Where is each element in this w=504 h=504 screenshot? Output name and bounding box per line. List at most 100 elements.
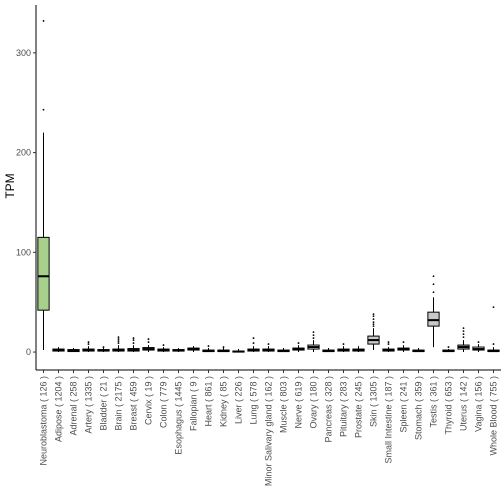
y-tick-label: 200 bbox=[16, 148, 31, 158]
box-7 bbox=[142, 338, 155, 353]
box-6 bbox=[127, 337, 140, 353]
box-16 bbox=[277, 348, 290, 353]
x-tick-label: Lung ( 578 ) bbox=[249, 376, 259, 425]
outlier-point bbox=[387, 343, 390, 345]
box-15 bbox=[262, 343, 275, 353]
box-20 bbox=[337, 343, 350, 353]
x-tick-label: Ovary ( 180 ) bbox=[309, 376, 319, 429]
box-29 bbox=[472, 341, 485, 353]
y-axis-ticks: 0 100 200 300 bbox=[16, 48, 36, 357]
x-tick-label: Adipose ( 1204 ) bbox=[54, 376, 64, 442]
outlier-point bbox=[372, 323, 375, 326]
outlier-point bbox=[447, 346, 450, 348]
outlier-point bbox=[462, 333, 465, 335]
x-tick-label: Testis ( 361 ) bbox=[429, 376, 439, 428]
x-tick-label: Whole Blood ( 755 ) bbox=[489, 376, 499, 456]
outlier-point bbox=[252, 342, 255, 344]
x-tick-label: Cervix ( 19 ) bbox=[144, 376, 154, 425]
x-tick-label: Thyroid ( 653 ) bbox=[444, 376, 454, 435]
x-tick-label: Vagina ( 156 ) bbox=[474, 376, 484, 432]
box-3 bbox=[82, 341, 95, 353]
outlier-point bbox=[372, 315, 375, 318]
outlier-point bbox=[342, 343, 345, 345]
outlier-point bbox=[147, 341, 150, 343]
box-17 bbox=[292, 342, 305, 353]
outlier-point bbox=[87, 341, 90, 343]
x-tick-label: Pancreas ( 328 ) bbox=[324, 376, 334, 443]
x-tick-label: Kidney ( 85 ) bbox=[219, 376, 229, 427]
outlier-point bbox=[372, 318, 375, 321]
box-2 bbox=[67, 348, 80, 353]
outlier-point bbox=[117, 336, 120, 338]
y-tick-label: 0 bbox=[26, 347, 31, 357]
box-23 bbox=[382, 341, 395, 353]
plot-area bbox=[37, 20, 500, 353]
outlier-point bbox=[132, 339, 135, 341]
box-19 bbox=[322, 348, 335, 353]
box-1 bbox=[52, 347, 65, 353]
x-tick-label: Spleen ( 241 ) bbox=[399, 376, 409, 433]
x-tick-label: Small Intestine ( 187 ) bbox=[384, 376, 394, 464]
outlier-point bbox=[402, 341, 405, 343]
box-9 bbox=[172, 348, 185, 353]
outlier-point bbox=[492, 343, 495, 345]
x-tick-label: Brain ( 2175 ) bbox=[114, 376, 124, 431]
box-22 bbox=[367, 313, 380, 351]
outlier-point bbox=[432, 275, 435, 278]
box-5 bbox=[112, 336, 125, 353]
x-tick-label: Prostate ( 245 ) bbox=[354, 376, 364, 438]
x-axis-ticks: Neuroblastoma ( 126 ) Adipose ( 1204 ) Adr… bbox=[39, 370, 499, 486]
box-28 bbox=[457, 327, 470, 353]
outlier-point bbox=[207, 345, 210, 347]
x-tick-label: Uterus ( 142 ) bbox=[459, 376, 469, 431]
x-tick-label: Heart ( 861 ) bbox=[204, 376, 214, 427]
outlier-point bbox=[42, 20, 45, 22]
outlier-point bbox=[132, 342, 135, 344]
outlier-point bbox=[42, 108, 45, 111]
box-27 bbox=[442, 346, 455, 353]
x-tick-label: Neuroblastoma ( 126 ) bbox=[39, 376, 49, 466]
x-tick-label: Nerve ( 619 ) bbox=[294, 376, 304, 429]
x-tick-label: Colon ( 779 ) bbox=[159, 376, 169, 428]
outlier-point bbox=[372, 325, 375, 328]
outlier-point bbox=[87, 343, 90, 345]
box-4 bbox=[97, 346, 110, 353]
box-24 bbox=[397, 341, 410, 353]
outlier-point bbox=[252, 337, 255, 339]
outlier-point bbox=[297, 342, 300, 344]
outlier-point bbox=[372, 313, 375, 316]
x-tick-label: Fallopian ( 9 ) bbox=[189, 376, 199, 431]
x-tick-label: Muscle ( 803 ) bbox=[279, 376, 289, 433]
box-0 bbox=[37, 20, 50, 351]
outlier-point bbox=[387, 341, 390, 343]
box-12 bbox=[217, 346, 230, 353]
outlier-point bbox=[147, 338, 150, 340]
x-tick-label: Minor Salivary gland ( 162 ) bbox=[264, 376, 274, 486]
y-axis-title: TPM bbox=[3, 173, 17, 198]
outlier-point bbox=[462, 330, 465, 333]
box-13 bbox=[232, 349, 245, 353]
box-25 bbox=[412, 348, 425, 353]
x-tick-label: Esophagus ( 1445 ) bbox=[174, 376, 184, 455]
outlier-point bbox=[117, 342, 120, 344]
box-8 bbox=[157, 344, 170, 353]
outlier-point bbox=[477, 341, 480, 343]
outlier-point bbox=[312, 334, 315, 336]
box-21 bbox=[352, 346, 365, 353]
outlier-point bbox=[117, 338, 120, 340]
box-18 bbox=[307, 331, 320, 353]
x-tick-label: Artery ( 1335 ) bbox=[84, 376, 94, 434]
outlier-point bbox=[162, 344, 165, 346]
x-tick-label: Skin ( 1305 ) bbox=[369, 376, 379, 427]
x-tick-label: Adrenal ( 258 ) bbox=[69, 376, 79, 436]
box-10 bbox=[187, 346, 200, 353]
x-tick-label: Stomach ( 359 ) bbox=[414, 376, 424, 440]
x-tick-label: Bladder ( 21 ) bbox=[99, 376, 109, 431]
box-body bbox=[37, 236, 50, 311]
outlier-point bbox=[312, 337, 315, 339]
x-tick-label: Breast ( 459 ) bbox=[129, 376, 139, 431]
box-11 bbox=[202, 345, 215, 353]
x-tick-label: Pituitary ( 283 ) bbox=[339, 376, 349, 437]
outlier-point bbox=[432, 283, 435, 286]
